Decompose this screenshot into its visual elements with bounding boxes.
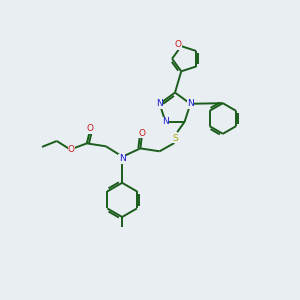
Text: O: O <box>86 124 93 133</box>
Text: O: O <box>86 124 93 133</box>
Text: O: O <box>68 146 75 154</box>
Text: N: N <box>187 99 194 108</box>
Text: N: N <box>156 99 163 108</box>
Text: S: S <box>173 134 178 142</box>
Text: N: N <box>156 99 163 108</box>
Text: N: N <box>187 99 194 108</box>
Text: O: O <box>68 146 75 154</box>
Text: O: O <box>174 40 181 49</box>
Text: N: N <box>119 154 125 163</box>
Text: O: O <box>138 129 146 138</box>
Text: O: O <box>138 129 146 138</box>
Text: N: N <box>162 117 169 126</box>
Text: S: S <box>173 134 178 142</box>
Text: O: O <box>174 40 181 49</box>
Text: N: N <box>119 154 125 163</box>
Text: N: N <box>162 117 169 126</box>
